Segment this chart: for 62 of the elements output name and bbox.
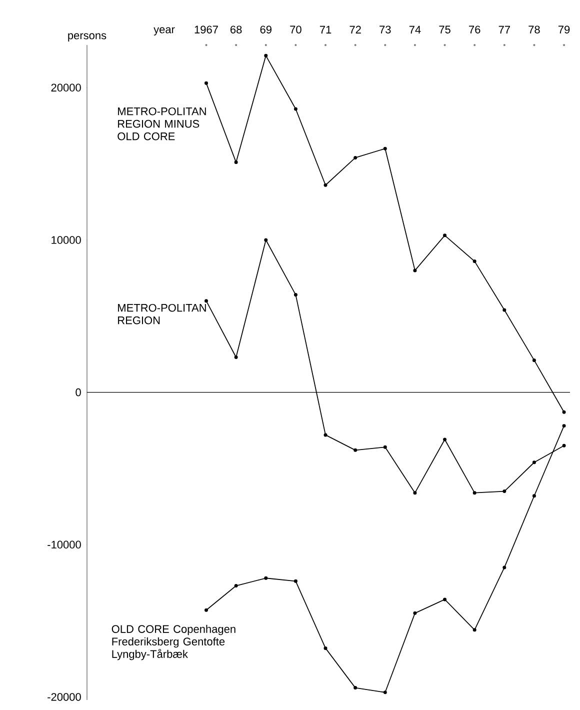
- point: [264, 54, 268, 58]
- point: [294, 293, 298, 297]
- y-tick-label: -10000: [48, 540, 81, 549]
- point: [532, 494, 536, 498]
- y-tick-label: 20000: [51, 84, 81, 92]
- x-tick-label: 71: [320, 26, 332, 34]
- series-label: METRO-POLITAN REGION MINUS OLD CORE: [118, 107, 206, 140]
- point: [502, 566, 506, 570]
- point: [264, 238, 268, 242]
- x-tick-label: 76: [469, 26, 480, 34]
- x-tick-label: 78: [528, 26, 540, 34]
- point: [324, 646, 328, 650]
- point: [562, 444, 566, 448]
- point: [502, 490, 506, 494]
- point: [204, 299, 208, 303]
- point: [532, 460, 536, 464]
- point: [204, 608, 208, 612]
- x-tick-label: 68: [230, 26, 242, 34]
- x-tick-label: 72: [350, 26, 361, 34]
- y-tick-label: -20000: [48, 693, 81, 701]
- point: [413, 491, 417, 495]
- point: [234, 356, 238, 360]
- point: [234, 160, 238, 164]
- point: [472, 628, 476, 632]
- point: [354, 448, 358, 452]
- y-axis-title: persons: [68, 33, 106, 42]
- x-tick-label: 70: [290, 26, 302, 34]
- point: [324, 433, 328, 437]
- point: [413, 611, 417, 615]
- x-tick-label: 79: [558, 26, 570, 34]
- point: [294, 579, 298, 583]
- point: [502, 308, 506, 312]
- point: [294, 107, 298, 111]
- point: [354, 686, 358, 690]
- x-tick-label: 74: [409, 26, 421, 34]
- x-tick-label: 73: [380, 26, 391, 34]
- point: [383, 146, 387, 150]
- y-tick-label: 10000: [52, 236, 81, 244]
- x-tick-label: 1967: [194, 26, 218, 34]
- series-label: METRO-POLITAN REGION: [118, 304, 206, 324]
- point: [532, 358, 536, 362]
- point: [472, 491, 476, 495]
- point: [264, 576, 268, 580]
- point: [383, 690, 387, 694]
- point: [234, 584, 238, 588]
- point: [324, 183, 328, 187]
- point: [443, 598, 447, 602]
- point: [204, 81, 208, 85]
- point: [443, 234, 447, 238]
- text: OLD CORE Copenhagen Frederiksberg Gentofte Lyngby-Tårbæk: [112, 624, 236, 660]
- point: [354, 156, 358, 160]
- x-axis-title: year: [154, 27, 175, 36]
- point: [472, 260, 476, 264]
- point: [383, 445, 387, 449]
- point: [443, 438, 447, 442]
- point: [562, 410, 566, 414]
- y-tick-label: 0: [76, 388, 81, 396]
- x-tick-label: 77: [498, 26, 510, 34]
- x-tick-label: 75: [439, 26, 450, 34]
- point: [562, 424, 566, 428]
- point: [413, 268, 417, 272]
- x-tick-label: 69: [260, 26, 272, 34]
